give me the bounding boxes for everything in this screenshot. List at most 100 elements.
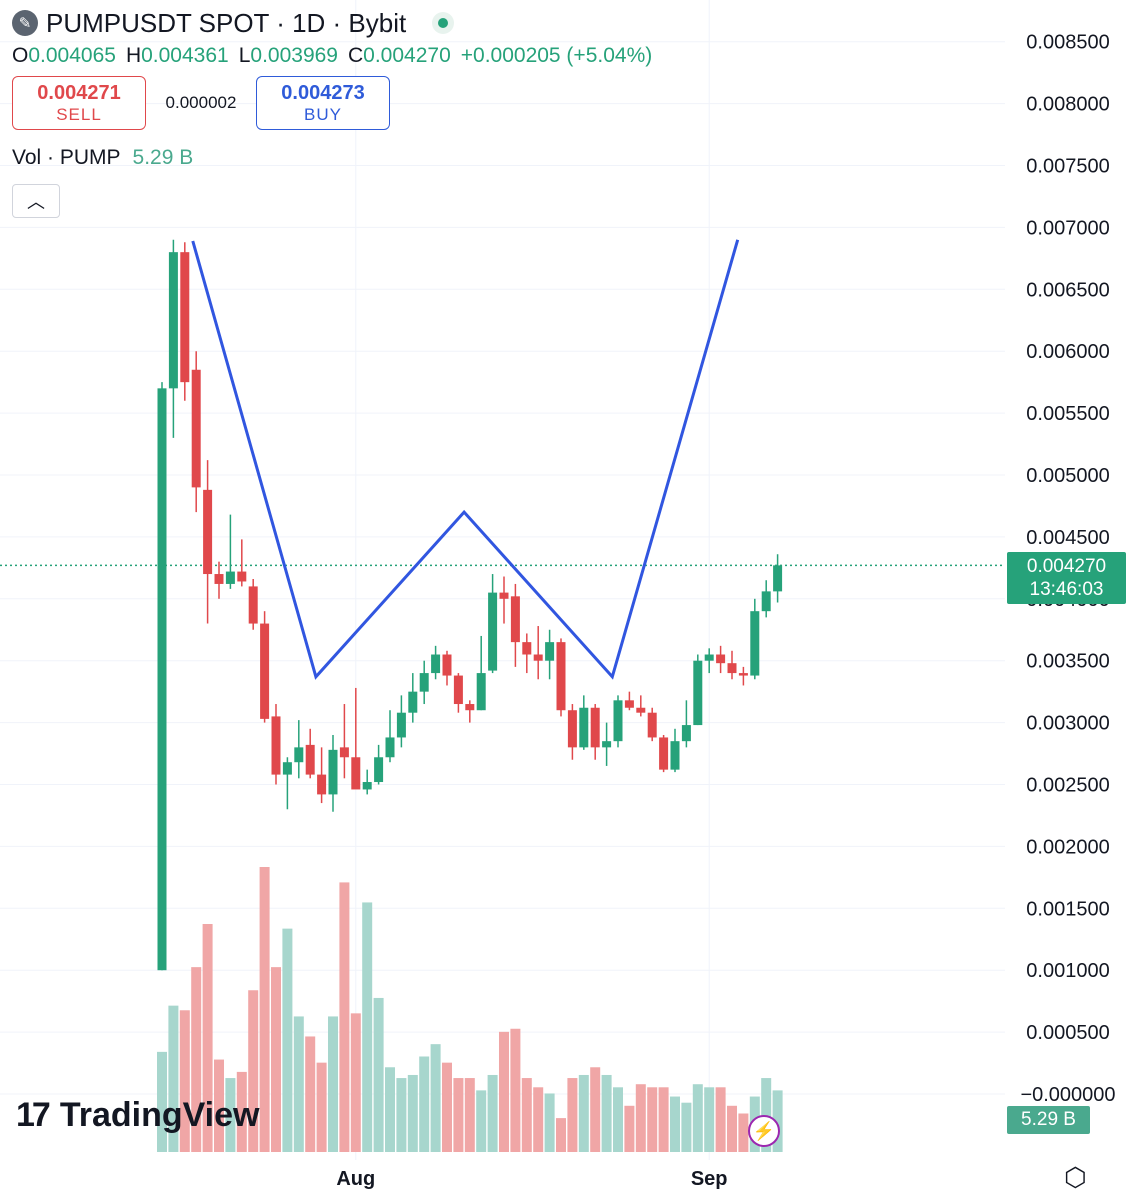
- candle-body: [248, 586, 258, 624]
- sell-label: SELL: [56, 104, 102, 124]
- volume-bar: [442, 1062, 452, 1152]
- volume-bar: [271, 967, 281, 1152]
- volume-bar: [533, 1087, 544, 1152]
- candle-body: [237, 571, 247, 582]
- collapse-legend-button[interactable]: ︿: [12, 184, 60, 218]
- volume-bar: [738, 1113, 749, 1152]
- y-tick-label: 0.004500: [1026, 527, 1109, 549]
- volume-bar: [635, 1084, 646, 1152]
- volume-bar: [521, 1078, 532, 1152]
- candle-body: [453, 675, 463, 705]
- volume-bar: [282, 928, 293, 1152]
- candle-body: [305, 744, 315, 775]
- volume-bar: [396, 1078, 407, 1152]
- candle-body: [419, 673, 429, 692]
- candle-body: [328, 749, 338, 795]
- y-tick-label: −0.000000: [1020, 1084, 1115, 1106]
- sell-button[interactable]: 0.004271 SELL: [12, 76, 146, 130]
- volume-bar: [339, 882, 350, 1152]
- y-tick-label: 0.006000: [1026, 341, 1109, 363]
- candle-body: [693, 660, 703, 726]
- candle-body: [317, 774, 327, 795]
- candle-body: [225, 571, 235, 584]
- high-value: 0.004361: [141, 44, 229, 67]
- candle-body: [260, 623, 270, 719]
- candle-body: [670, 741, 680, 770]
- lightning-icon[interactable]: ⚡: [748, 1115, 780, 1147]
- volume-bar: [727, 1105, 737, 1152]
- volume-bar: [658, 1087, 669, 1152]
- y-tick-label: 0.007500: [1026, 156, 1109, 178]
- change-value: +0.000205 (+5.04%): [460, 44, 653, 67]
- volume-bar: [601, 1074, 612, 1152]
- volume-bar: [191, 967, 202, 1152]
- volume-legend[interactable]: Vol · PUMP 5.29 B: [12, 146, 652, 170]
- candle-body: [636, 707, 646, 713]
- candle-body: [374, 757, 384, 783]
- candle-body: [761, 591, 771, 612]
- candle-body: [727, 663, 737, 674]
- ohlc-values: O0.004065 H0.004361 L0.003969 C0.004270 …: [12, 44, 652, 68]
- candle-body: [168, 252, 178, 389]
- candle-body: [294, 747, 304, 763]
- y-tick-label: 0.002500: [1026, 775, 1109, 797]
- volume-bar: [179, 1010, 190, 1152]
- y-tick-label: 0.006500: [1026, 279, 1109, 301]
- volume-bar: [350, 1013, 361, 1152]
- spread-value: 0.000002: [165, 93, 237, 112]
- volume-bar: [419, 1056, 430, 1152]
- volume-bar: [499, 1031, 509, 1152]
- candle-body: [773, 565, 783, 592]
- candle-body: [396, 712, 406, 738]
- volume-bar: [772, 1090, 783, 1152]
- volume-price-label: 5.29 B: [1007, 1106, 1090, 1134]
- tradingview-mark-icon: 17: [16, 1096, 51, 1134]
- symbol-header[interactable]: ✎ PUMPUSDT SPOT · 1D · Bybit: [12, 6, 652, 40]
- volume-bar: [305, 1036, 316, 1152]
- volume-bar: [453, 1078, 464, 1152]
- volume-bar: [590, 1067, 601, 1152]
- bar-countdown: 13:46:03: [1029, 579, 1104, 600]
- candle-body: [488, 592, 498, 671]
- candle-body: [282, 762, 292, 775]
- volume-bar: [214, 1059, 224, 1152]
- open-value: 0.004065: [28, 44, 116, 67]
- candle-body: [533, 654, 543, 661]
- volume-bar: [681, 1102, 692, 1152]
- buy-price: 0.004273: [281, 81, 365, 104]
- y-tick-label: 0.003000: [1026, 713, 1109, 735]
- settings-icon[interactable]: ⬡: [1064, 1162, 1087, 1192]
- tradingview-logo[interactable]: 17 TradingView: [16, 1096, 259, 1135]
- candle-body: [602, 741, 612, 748]
- x-tick-label: Sep: [691, 1168, 728, 1190]
- symbol-title: PUMPUSDT SPOT · 1D · Bybit: [46, 7, 407, 38]
- candle-body: [351, 757, 361, 790]
- volume-bar: [464, 1078, 475, 1152]
- candle-body: [590, 707, 600, 748]
- close-value: 0.004270: [363, 44, 451, 67]
- open-label: O: [12, 44, 29, 67]
- buy-label: BUY: [304, 104, 342, 124]
- sell-price: 0.004271: [37, 81, 121, 104]
- y-tick-label: 0.005500: [1026, 403, 1109, 425]
- volume-bar: [407, 1074, 418, 1152]
- candle-body: [647, 712, 657, 738]
- y-tick-label: 0.001500: [1026, 898, 1109, 920]
- buy-button[interactable]: 0.004273 BUY: [256, 76, 390, 130]
- volume-bar: [236, 1071, 247, 1152]
- candle-body: [499, 592, 509, 599]
- candle-body: [408, 691, 418, 713]
- pencil-icon[interactable]: ✎: [12, 10, 38, 36]
- volume-bar: [362, 902, 373, 1152]
- y-tick-label: 0.005000: [1026, 465, 1109, 487]
- volume-bar: [373, 997, 384, 1152]
- volume-bar: [670, 1096, 680, 1152]
- x-tick-label: Aug: [336, 1168, 375, 1190]
- volume-bar: [248, 990, 259, 1152]
- volume-bar: [544, 1093, 555, 1152]
- candle-body: [659, 737, 669, 770]
- last-price-label: 0.004270 13:46:03: [1007, 552, 1126, 604]
- chart-legend: ✎ PUMPUSDT SPOT · 1D · Bybit O0.004065 H…: [12, 6, 652, 218]
- candle-body: [579, 707, 589, 748]
